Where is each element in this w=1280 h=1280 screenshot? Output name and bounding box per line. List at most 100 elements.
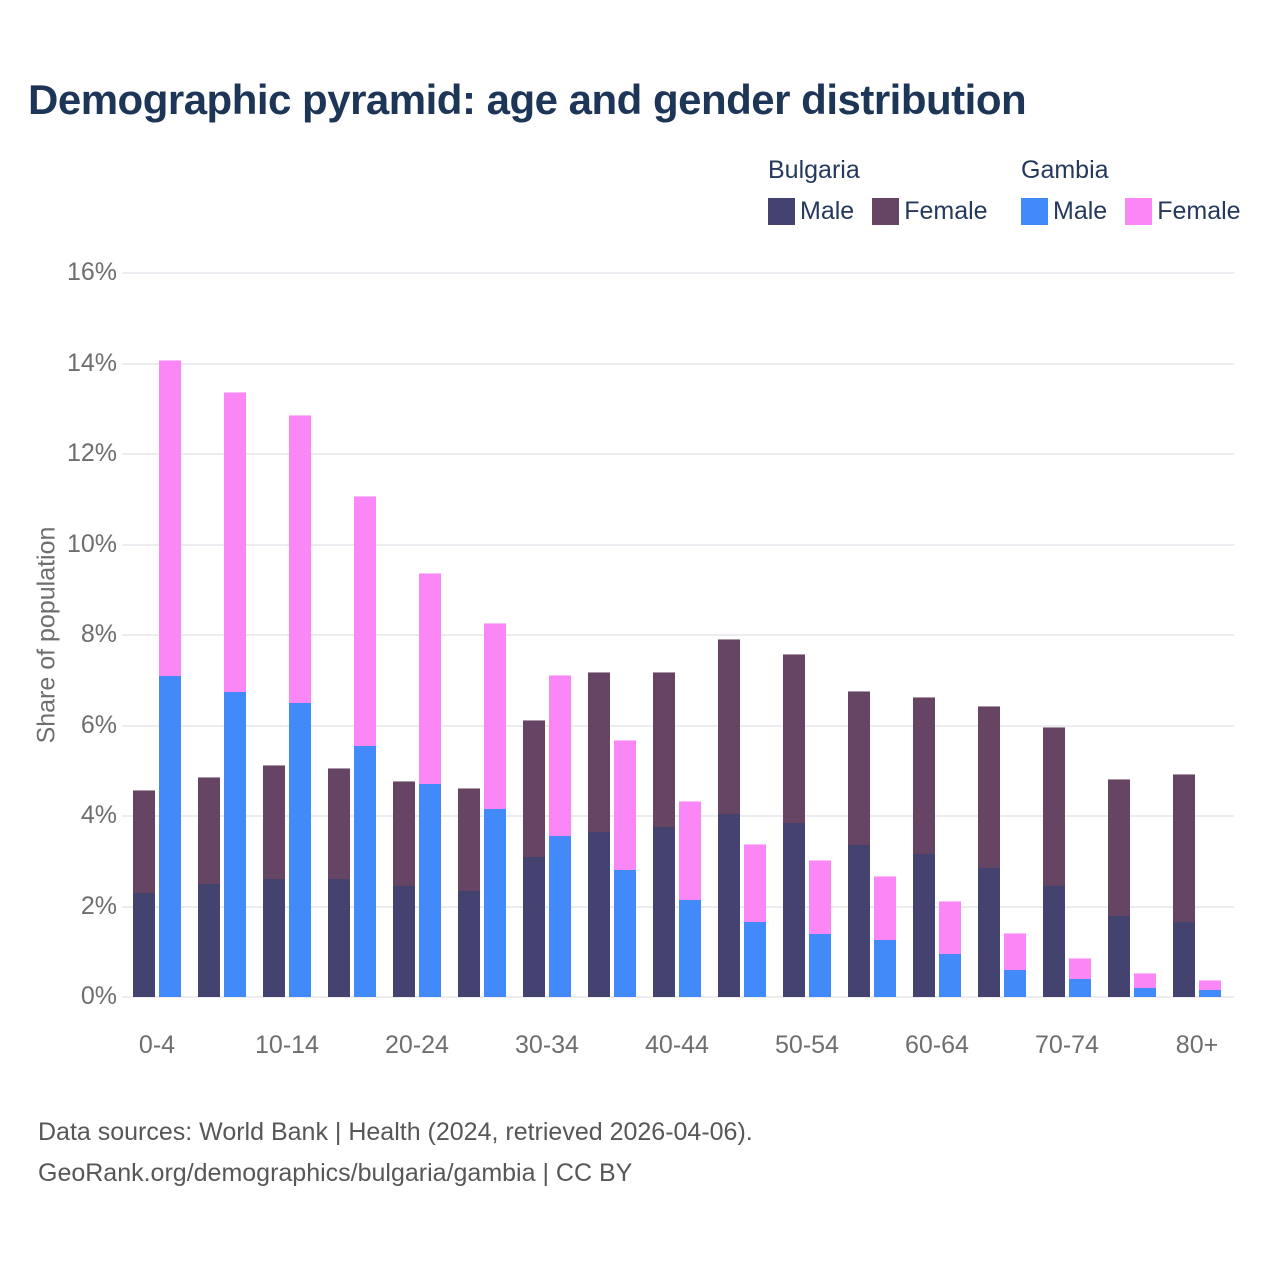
bar-gambia-female-70-74 bbox=[1069, 957, 1091, 979]
y-axis-tick-labels: 0% 2% 4% 6% 8% 10% 12% 14% 16% bbox=[40, 260, 117, 1009]
bar-gambia-male-25-29 bbox=[484, 809, 506, 997]
bar-gambia-female-40-44 bbox=[679, 801, 701, 900]
legend-group-bulgaria: Bulgaria Male Female bbox=[768, 156, 988, 226]
bar-gambia-female-65-69 bbox=[1004, 932, 1026, 970]
x-tick-label-50-54: 50-54 bbox=[775, 1031, 839, 1059]
x-tick-label-60-64: 60-64 bbox=[905, 1031, 969, 1059]
legend-label: Male bbox=[800, 197, 855, 225]
gridline-14pct bbox=[122, 362, 1234, 365]
bar-bulgaria-male-25-29 bbox=[458, 890, 480, 997]
footer-line-1: Data sources: World Bank | Health (2024,… bbox=[38, 1118, 753, 1146]
x-tick-label-40-44: 40-44 bbox=[645, 1031, 709, 1059]
bar-bulgaria-male-75-79 bbox=[1108, 915, 1130, 997]
bar-gambia-female-45-49 bbox=[744, 844, 766, 923]
bar-bulgaria-female-5-9 bbox=[198, 776, 220, 884]
bar-gambia-female-75-79 bbox=[1134, 973, 1156, 988]
page-title: Demographic pyramid: age and gender dist… bbox=[28, 76, 1027, 123]
bar-gambia-female-10-14 bbox=[289, 414, 311, 703]
y-tick-label: 16% bbox=[66, 258, 117, 286]
bar-bulgaria-female-10-14 bbox=[263, 765, 285, 880]
bar-gambia-male-70-74 bbox=[1069, 978, 1091, 997]
x-tick-label-80+: 80+ bbox=[1175, 1031, 1219, 1059]
bar-gambia-male-15-19 bbox=[354, 745, 376, 997]
bar-bulgaria-male-70-74 bbox=[1043, 886, 1065, 997]
gridline-8pct bbox=[122, 634, 1234, 636]
bar-bulgaria-male-20-24 bbox=[393, 886, 415, 997]
bar-bulgaria-male-15-19 bbox=[328, 879, 350, 997]
bar-gambia-female-20-24 bbox=[419, 572, 441, 785]
gridline-16pct bbox=[122, 272, 1234, 274]
y-tick-label: 10% bbox=[66, 529, 117, 558]
y-tick-label: 2% bbox=[80, 891, 117, 920]
bar-gambia-male-60-64 bbox=[939, 954, 961, 997]
bar-gambia-female-25-29 bbox=[484, 622, 506, 810]
legend-entry-gambia-female: Female bbox=[1125, 197, 1241, 226]
bar-gambia-female-30-34 bbox=[549, 674, 571, 837]
bar-gambia-male-35-39 bbox=[614, 870, 636, 997]
legend-swatch-gambia-female bbox=[1125, 198, 1153, 225]
bar-bulgaria-female-0-4 bbox=[133, 790, 155, 893]
bar-bulgaria-male-40-44 bbox=[653, 827, 675, 997]
legend: Bulgaria Male Female Gambia Male bbox=[0, 156, 1280, 236]
bar-gambia-male-0-4 bbox=[159, 675, 181, 997]
x-tick-label-0-4: 0-4 bbox=[138, 1031, 176, 1059]
legend-row: Male Female bbox=[1021, 197, 1241, 226]
y-axis-title-text: Share of population bbox=[32, 526, 61, 744]
bar-bulgaria-female-60-64 bbox=[913, 697, 935, 855]
bar-gambia-male-50-54 bbox=[809, 933, 831, 997]
plot-area bbox=[122, 272, 1234, 998]
legend-row: Male Female bbox=[768, 197, 988, 226]
bar-bulgaria-male-30-34 bbox=[523, 856, 545, 997]
bar-bulgaria-female-45-49 bbox=[718, 638, 740, 814]
y-tick-label: 14% bbox=[66, 348, 117, 377]
gridline-6pct bbox=[122, 724, 1234, 727]
gridline-12pct bbox=[122, 453, 1234, 455]
gridline-4pct bbox=[122, 815, 1234, 817]
y-tick-label: 12% bbox=[66, 439, 117, 467]
bar-gambia-female-60-64 bbox=[939, 900, 961, 955]
bar-bulgaria-male-10-14 bbox=[263, 879, 285, 997]
bar-gambia-male-30-34 bbox=[549, 836, 571, 997]
x-axis-tick-labels: 0-4 10-14 20-24 30-34 40-44 50-54 60-64 70-74 80… bbox=[130, 1031, 1234, 1065]
x-tick-label-70-74: 70-74 bbox=[1035, 1031, 1099, 1059]
y-tick-label: 6% bbox=[80, 710, 117, 739]
bar-bulgaria-female-80+ bbox=[1173, 774, 1195, 923]
bar-gambia-female-55-59 bbox=[874, 876, 896, 941]
bar-gambia-male-10-14 bbox=[289, 702, 311, 997]
bar-bulgaria-female-35-39 bbox=[588, 672, 610, 832]
bar-bulgaria-male-5-9 bbox=[198, 883, 220, 997]
legend-entry-bulgaria-female: Female bbox=[872, 197, 988, 226]
legend-label: Female bbox=[904, 197, 988, 225]
y-tick-label: 0% bbox=[80, 982, 117, 1010]
gridline-10pct bbox=[122, 543, 1234, 546]
bar-gambia-female-80+ bbox=[1199, 980, 1221, 991]
bar-bulgaria-female-70-74 bbox=[1043, 726, 1065, 887]
bar-bulgaria-female-25-29 bbox=[458, 787, 480, 891]
legend-swatch-gambia-male bbox=[1021, 198, 1048, 225]
bar-gambia-female-5-9 bbox=[224, 391, 246, 692]
bar-bulgaria-female-30-34 bbox=[523, 719, 545, 857]
x-tick-label-20-24: 20-24 bbox=[385, 1031, 449, 1059]
bar-bulgaria-male-80+ bbox=[1173, 922, 1195, 997]
gridline-0pct bbox=[122, 996, 1234, 998]
legend-entry-bulgaria-male: Male bbox=[768, 197, 854, 226]
bar-gambia-female-15-19 bbox=[354, 496, 376, 746]
bar-gambia-female-35-39 bbox=[614, 740, 636, 871]
legend-group-gambia: Gambia Male Female bbox=[1021, 156, 1241, 226]
legend-swatch-bulgaria-male bbox=[768, 198, 795, 225]
bar-bulgaria-female-20-24 bbox=[393, 781, 415, 887]
bar-bulgaria-male-0-4 bbox=[133, 892, 155, 997]
bar-bulgaria-male-35-39 bbox=[588, 831, 610, 997]
legend-swatch-bulgaria-female bbox=[872, 198, 900, 225]
bar-gambia-male-45-49 bbox=[744, 922, 766, 997]
bar-gambia-male-80+ bbox=[1199, 990, 1221, 997]
bar-gambia-male-75-79 bbox=[1134, 987, 1156, 997]
legend-group-title: Gambia bbox=[1021, 156, 1109, 184]
legend-label: Female bbox=[1157, 197, 1241, 225]
bar-gambia-male-65-69 bbox=[1004, 969, 1026, 997]
bar-bulgaria-female-15-19 bbox=[328, 767, 350, 880]
x-tick-label-30-34: 30-34 bbox=[515, 1031, 579, 1059]
y-tick-label: 8% bbox=[80, 620, 117, 648]
y-tick-label: 4% bbox=[80, 801, 117, 829]
